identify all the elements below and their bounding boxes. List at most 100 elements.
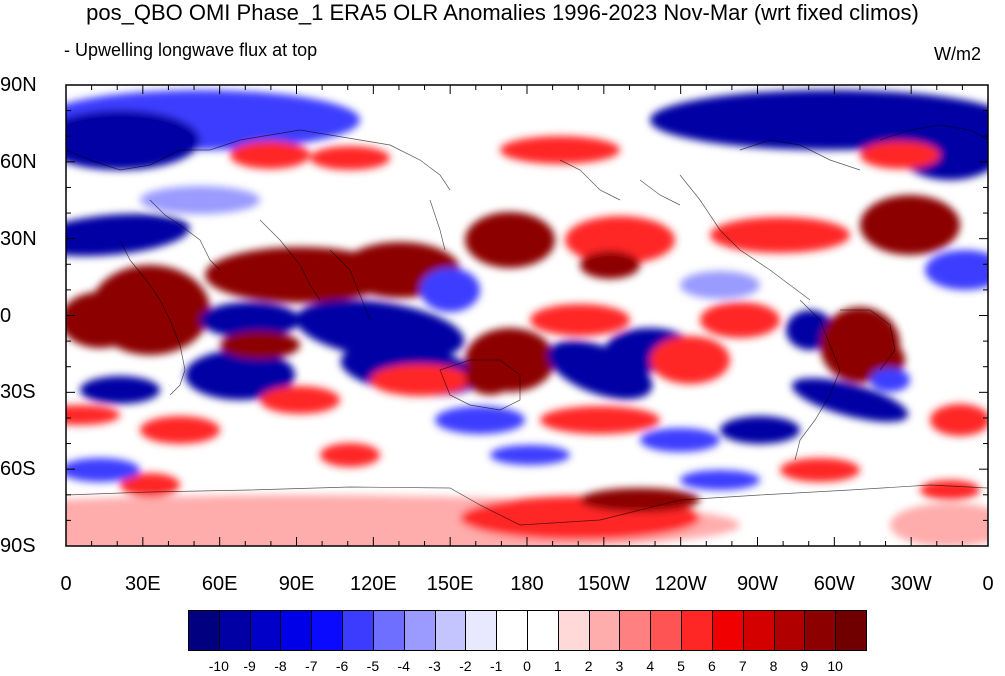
anomaly-patch [791, 378, 909, 422]
colorbar-swatch [342, 610, 374, 651]
colorbar-swatch [249, 610, 282, 651]
anomaly-patch [680, 470, 760, 490]
colorbar-label: 2 [584, 658, 593, 674]
colorbar-label: 1 [553, 658, 562, 674]
colorbar-swatch [742, 610, 775, 651]
coastline [739, 139, 861, 171]
anomaly-patch [710, 217, 850, 253]
lon-label: 150E [426, 573, 474, 595]
anomaly-patch [465, 355, 515, 395]
colorbar-swatch [588, 610, 621, 651]
coastline [259, 219, 321, 301]
anomaly-patch [230, 141, 310, 169]
colorbar-swatch [280, 610, 313, 651]
anomaly-field [66, 90, 988, 546]
anomaly-patch [320, 443, 380, 467]
anomaly-patch [220, 331, 300, 359]
colorbar-swatch [773, 610, 806, 651]
coastline [559, 159, 621, 201]
colorbar-swatch [804, 610, 837, 651]
anomaly-patch [640, 428, 720, 452]
anomaly-patch [500, 136, 620, 164]
anomaly-patch [860, 195, 960, 255]
anomaly-patch [66, 405, 120, 425]
coastline [439, 359, 521, 411]
anomaly-patch [925, 250, 988, 290]
coastline [66, 484, 988, 526]
lon-label: 90E [278, 573, 315, 595]
coastline [119, 239, 186, 396]
anomaly-patch [66, 110, 200, 170]
anomaly-patch [650, 336, 730, 384]
units-label: W/m2 [934, 44, 981, 64]
coastline [429, 199, 446, 251]
lon-label: 0 [982, 573, 994, 595]
anomaly-patch [66, 458, 140, 482]
anomaly-patch [720, 416, 800, 444]
lat-label: 30S [0, 381, 36, 404]
anomaly-patch [66, 213, 190, 257]
anomaly-patch [310, 146, 390, 170]
anomaly-patch [140, 186, 260, 214]
coastline [794, 299, 841, 461]
colorbar-label: -5 [366, 658, 380, 674]
anomaly-patch [490, 445, 570, 465]
lon-label: 120E [349, 573, 397, 595]
lon-label: 180 [510, 573, 544, 595]
colorbar-swatch [527, 610, 559, 651]
anomaly-patch [260, 386, 340, 414]
coastline [639, 179, 681, 206]
anomaly-patch [435, 406, 525, 434]
colorbar-label: 7 [738, 658, 747, 674]
colorbar-label: 0 [523, 658, 531, 674]
colorbar-label: 8 [769, 658, 778, 674]
colorbar-swatch [434, 610, 467, 651]
anomaly-patch [680, 271, 760, 299]
lon-label: 30W [890, 573, 932, 595]
colorbar-label: -9 [243, 658, 256, 674]
lon-label: 30E [125, 573, 161, 595]
colorbar-label: -4 [397, 658, 410, 674]
colorbar-label: -2 [459, 658, 472, 674]
anomaly-patch [780, 458, 860, 482]
lon-label: 0 [60, 573, 72, 595]
anomaly-patch [580, 488, 700, 512]
lat-label: 60S [0, 458, 36, 481]
colorbar-label: 3 [615, 658, 624, 674]
map-subtitle: - Upwelling longwave flux at top [64, 40, 318, 60]
anomaly-patch [565, 216, 675, 264]
anomaly-patch [420, 268, 480, 312]
coastline [329, 249, 371, 321]
anomaly-patch [700, 302, 780, 338]
anomaly-patch [860, 141, 940, 169]
colorbar-label: 6 [708, 658, 716, 674]
anomaly-patch [185, 350, 295, 400]
anomaly-patch [140, 416, 220, 444]
coastline [879, 124, 988, 141]
colorbar-label: -6 [335, 658, 349, 674]
lat-label: 30N [0, 227, 37, 250]
colorbar-swatch [311, 610, 344, 651]
colorbar-label: -10 [208, 658, 229, 674]
map-title: pos_QBO OMI Phase_1 ERA5 OLR Anomalies 1… [86, 0, 919, 25]
colorbar-swatch [218, 610, 251, 651]
anomaly-patch [580, 251, 640, 279]
lon-label: 60W [813, 573, 855, 595]
anomaly-patch [295, 299, 465, 361]
lon-label: 150W [577, 573, 630, 595]
colorbar-label: 4 [646, 658, 655, 674]
coastline [840, 309, 896, 371]
anomaly-patch [66, 292, 140, 348]
colorbar-swatch [188, 610, 220, 651]
colorbar-swatch [619, 610, 652, 651]
lat-label: 90S [0, 535, 36, 557]
colorbar-label: 5 [677, 658, 685, 674]
colorbar-label: 10 [827, 658, 843, 674]
coastlines [66, 124, 988, 526]
lat-label: 0 [0, 304, 12, 327]
colorbar-swatch [403, 610, 436, 651]
anomaly-patch [530, 304, 630, 336]
lat-label: 60N [0, 150, 37, 173]
colorbar-swatch [835, 610, 867, 651]
